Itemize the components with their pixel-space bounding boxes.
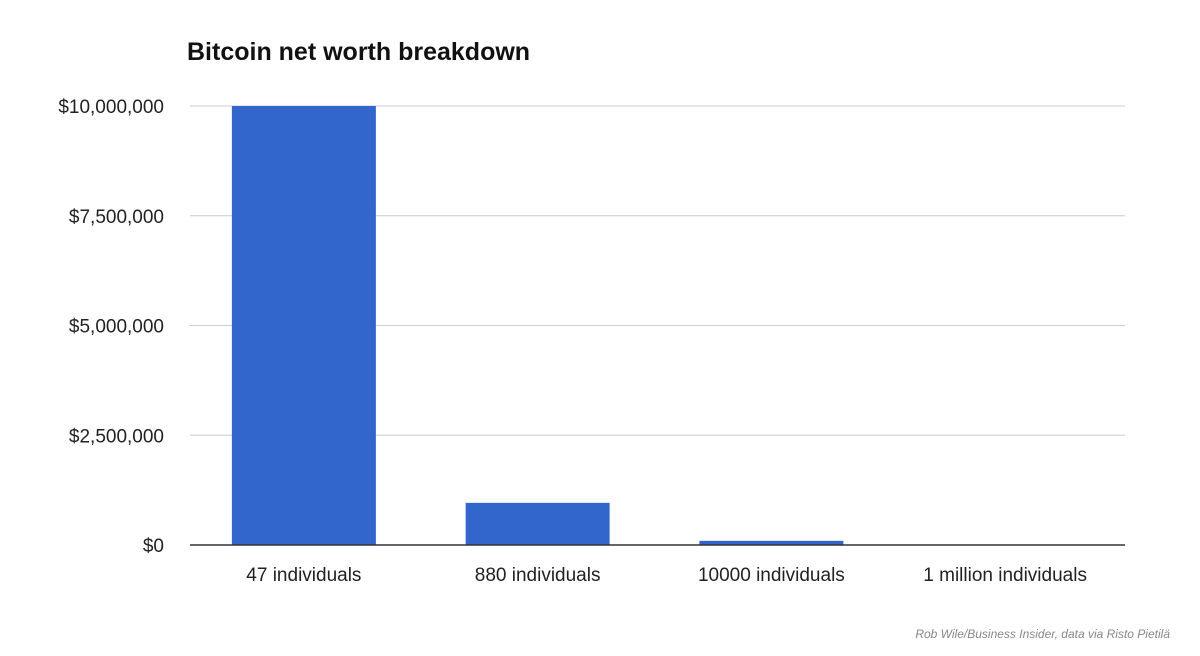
y-tick-label: $5,000,000 [69, 317, 164, 338]
x-tick-label: 10000 individuals [698, 565, 845, 586]
bar [231, 106, 376, 545]
source-credit: Rob Wile/Business Insider, data via Rist… [915, 627, 1170, 641]
bar [465, 502, 610, 545]
y-axis-tick-labels: $0 $2,500,000 $5,000,000 $7,500,000 $10,000,… [58, 97, 164, 557]
x-tick-label: 880 individuals [475, 565, 601, 586]
y-tick-label: $2,500,000 [69, 426, 164, 447]
y-tick-label: $0 [143, 536, 164, 557]
x-axis-tick-labels: 47 individuals 880 individuals 10000 indiv… [246, 565, 1087, 586]
x-tick-label: 1 million individuals [923, 565, 1087, 586]
y-tick-label: $7,500,000 [69, 207, 164, 228]
x-tick-label: 47 individuals [246, 565, 361, 586]
bar [699, 540, 844, 545]
chart-title: Bitcoin net worth breakdown [187, 38, 531, 66]
y-tick-label: $10,000,000 [58, 97, 164, 118]
bars [231, 106, 844, 545]
